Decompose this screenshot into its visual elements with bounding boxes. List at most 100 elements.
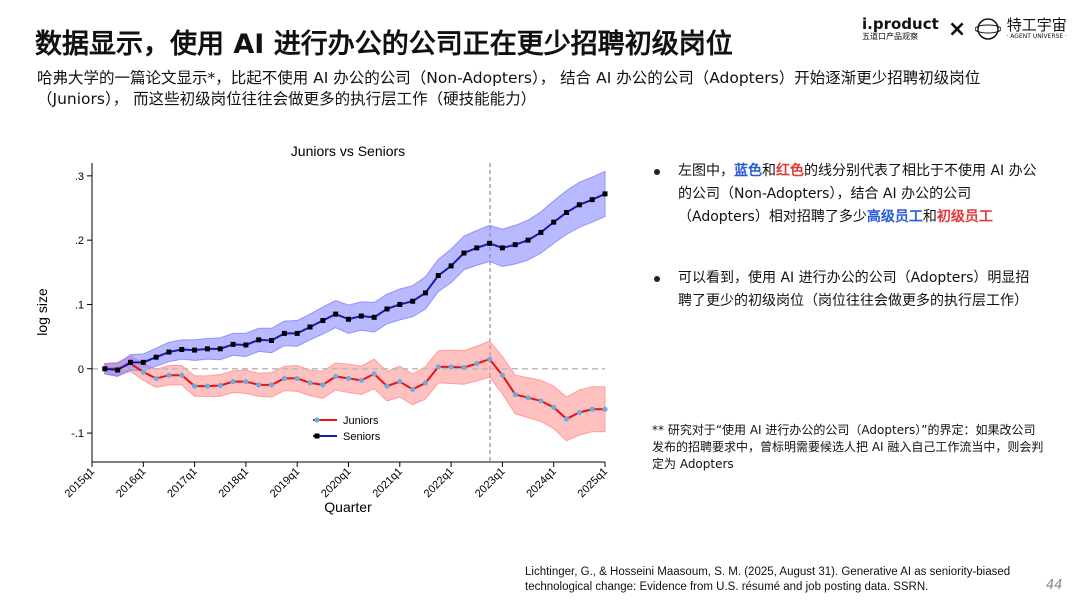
data-point bbox=[525, 395, 531, 401]
data-point bbox=[576, 202, 582, 208]
y-tick-label: .3 bbox=[75, 171, 84, 183]
data-point bbox=[269, 337, 275, 343]
data-point bbox=[294, 330, 300, 336]
data-point bbox=[153, 375, 159, 382]
x-tick-label: 2017q1 bbox=[165, 466, 199, 500]
data-point bbox=[499, 245, 505, 251]
data-point bbox=[256, 337, 262, 343]
legend-label: Seniors bbox=[343, 431, 381, 443]
data-point bbox=[307, 324, 313, 330]
x-tick-label: 2015q1 bbox=[63, 466, 97, 500]
series-line bbox=[104, 192, 606, 372]
bullet-text: 初级员工 bbox=[936, 209, 993, 225]
logo-separator: × bbox=[947, 16, 967, 42]
data-point bbox=[256, 382, 262, 388]
x-tick-label: 2022q1 bbox=[422, 466, 456, 500]
data-point bbox=[192, 383, 198, 389]
data-point bbox=[179, 372, 185, 378]
data-point bbox=[384, 306, 390, 312]
x-axis-label: Quarter bbox=[324, 499, 372, 515]
bullet-text: 的线分别代表了相比于不使用 AI 办公的公司（Non-Adopters），结合 … bbox=[678, 163, 1037, 225]
bullet-text: 和 bbox=[922, 209, 937, 225]
data-point bbox=[448, 263, 454, 269]
bullet-text: 蓝色 bbox=[734, 163, 762, 179]
logo-icon bbox=[974, 18, 1002, 40]
data-point bbox=[345, 375, 352, 382]
data-point bbox=[474, 245, 480, 251]
data-point bbox=[422, 290, 428, 296]
x-tick-label: 2021q1 bbox=[370, 466, 404, 500]
data-point bbox=[538, 229, 544, 235]
data-point bbox=[333, 373, 339, 380]
y-tick-label: .1 bbox=[75, 299, 84, 311]
data-point bbox=[397, 379, 403, 385]
data-point bbox=[602, 406, 608, 412]
data-point bbox=[358, 313, 364, 319]
legend-box bbox=[302, 408, 386, 448]
data-point bbox=[435, 364, 441, 370]
y-tick-label: .2 bbox=[75, 235, 84, 247]
chart: Juniors vs Seniors Quarter log size -.1 0… bbox=[34, 143, 610, 515]
data-point bbox=[127, 359, 133, 365]
logo-right: 特工宇宙 bbox=[1006, 16, 1067, 34]
bullet-text: 可以看到，使用 AI 进行办公的公司（Adopters）明显招聘了更少的初级岗位… bbox=[678, 270, 1030, 309]
data-point bbox=[499, 372, 505, 378]
data-point bbox=[435, 273, 441, 279]
data-point bbox=[166, 349, 172, 355]
data-point bbox=[358, 377, 364, 383]
bullet-text: 红色 bbox=[776, 163, 804, 179]
data-point bbox=[461, 250, 467, 256]
data-point bbox=[551, 404, 557, 410]
data-point bbox=[294, 375, 300, 382]
x-tick-label: 2020q1 bbox=[319, 466, 353, 500]
logo-right-sub: · AGENT UNIVERSE · bbox=[1006, 33, 1067, 40]
data-point bbox=[397, 301, 403, 307]
x-tick-label: 2018q1 bbox=[217, 466, 251, 500]
data-point bbox=[486, 356, 493, 362]
logo-left-sub: 五道口产品观察 bbox=[862, 31, 918, 41]
data-point bbox=[525, 237, 531, 243]
data-point bbox=[243, 342, 249, 348]
page-number: 44 bbox=[1046, 578, 1063, 593]
data-point bbox=[320, 318, 326, 324]
data-point bbox=[461, 364, 467, 371]
data-point bbox=[474, 361, 480, 367]
y-axis-label: log size bbox=[34, 288, 50, 336]
data-point bbox=[217, 346, 223, 352]
bullet: 左图中，蓝色和 红色的线分别代表了相比于不使用 AI 办公的公司（Non-Adop… bbox=[652, 160, 1042, 229]
data-point bbox=[487, 240, 493, 246]
x-tick-label: 2025q1 bbox=[576, 466, 610, 500]
data-point bbox=[320, 382, 326, 388]
chart-title: Juniors vs Seniors bbox=[291, 143, 405, 159]
legend-marker bbox=[314, 417, 320, 423]
bullet-text: 左图中， bbox=[678, 163, 734, 179]
data-point bbox=[140, 369, 146, 375]
data-point bbox=[371, 371, 377, 377]
y-tick-label: -.1 bbox=[71, 428, 84, 440]
data-point bbox=[576, 409, 582, 416]
data-point bbox=[371, 314, 377, 320]
data-point bbox=[179, 346, 185, 352]
logo-left: i.product bbox=[862, 14, 939, 33]
y-tick-label: 0 bbox=[78, 364, 84, 376]
legend: Juniors Seniors bbox=[302, 408, 386, 448]
data-point bbox=[204, 383, 211, 389]
data-point bbox=[512, 391, 518, 398]
data-point bbox=[230, 341, 236, 347]
data-point bbox=[102, 366, 108, 372]
footnote: ** 研究对于“使用 AI 进行办公的公司（Adopters）”的界定：如果改公… bbox=[652, 423, 1044, 471]
data-point bbox=[204, 346, 210, 352]
confidence-band bbox=[104, 170, 606, 378]
data-point bbox=[589, 406, 595, 412]
data-point bbox=[192, 347, 198, 353]
data-point bbox=[333, 311, 339, 317]
legend-marker bbox=[314, 433, 320, 439]
data-point bbox=[346, 316, 351, 322]
data-point bbox=[410, 386, 416, 392]
data-point bbox=[166, 372, 172, 378]
x-tick-label: 2023q1 bbox=[473, 466, 507, 500]
x-tick-label: 2024q1 bbox=[524, 466, 558, 500]
data-point bbox=[551, 219, 557, 225]
data-point bbox=[422, 380, 429, 386]
data-point bbox=[564, 210, 570, 216]
